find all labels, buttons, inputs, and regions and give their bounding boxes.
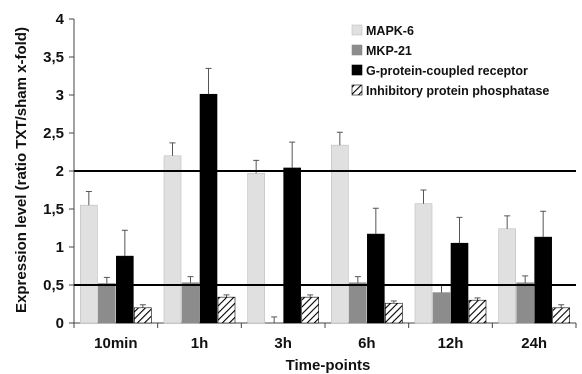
x-tick-label: 6h	[358, 335, 376, 352]
error-bars	[85, 67, 565, 323]
y-tick-labels: 0 0,5 1 1,5 2 2,5 3 3,5 4	[43, 11, 65, 332]
bar	[516, 282, 534, 324]
bar	[80, 204, 98, 324]
bar	[163, 155, 182, 324]
bar	[534, 236, 552, 324]
y-tick-label: 3	[56, 87, 64, 104]
legend: MAPK-6 MKP-21 G-protein-coupled receptor In…	[351, 24, 549, 98]
bar	[283, 167, 301, 324]
x-axis-title: Time-points	[286, 357, 371, 374]
bar	[98, 283, 116, 324]
x-tick-labels: 10min 1h 3h 6h 12h 24h	[94, 335, 547, 352]
y-tick-label: 2	[56, 163, 64, 180]
legend-swatch	[351, 84, 363, 96]
legend-swatch	[351, 24, 363, 36]
bar	[385, 302, 403, 324]
bar	[349, 282, 367, 324]
x-tick-label: 24h	[521, 335, 547, 352]
bars	[80, 93, 570, 324]
y-tick-label: 0	[56, 315, 64, 332]
bar	[247, 172, 265, 324]
bar	[199, 93, 218, 324]
legend-label: Inhibitory protein phosphatase	[366, 84, 549, 98]
y-tick-label: 4	[56, 11, 65, 28]
bar	[468, 299, 487, 324]
bar	[414, 203, 433, 324]
bar	[134, 307, 152, 324]
y-tick-label: 2,5	[43, 125, 64, 142]
bar	[181, 282, 200, 324]
bar	[552, 307, 570, 324]
reference-lines	[74, 170, 576, 286]
bar	[367, 233, 385, 324]
y-tick-label: 0,5	[43, 277, 64, 294]
legend-label: G-protein-coupled receptor	[366, 64, 528, 78]
x-tick-label: 12h	[438, 335, 464, 352]
legend-swatch	[351, 44, 363, 56]
legend-label: MAPK-6	[366, 24, 414, 38]
bar	[217, 296, 236, 324]
y-tick-label: 1,5	[43, 201, 64, 218]
bar	[450, 242, 469, 324]
bar	[498, 228, 516, 324]
y-axis-title: Expression level (ratio TXT/sham x-fold)	[13, 27, 30, 313]
x-tick-label: 3h	[274, 335, 292, 352]
x-tick-label: 1h	[191, 335, 209, 352]
x-tick-label: 10min	[94, 335, 137, 352]
bar	[432, 292, 451, 324]
legend-label: MKP-21	[366, 44, 412, 58]
legend-swatch	[351, 64, 363, 76]
y-tick-label: 3,5	[43, 49, 64, 66]
y-tick-label: 1	[56, 239, 64, 256]
bar	[116, 255, 134, 324]
bar	[301, 296, 319, 324]
